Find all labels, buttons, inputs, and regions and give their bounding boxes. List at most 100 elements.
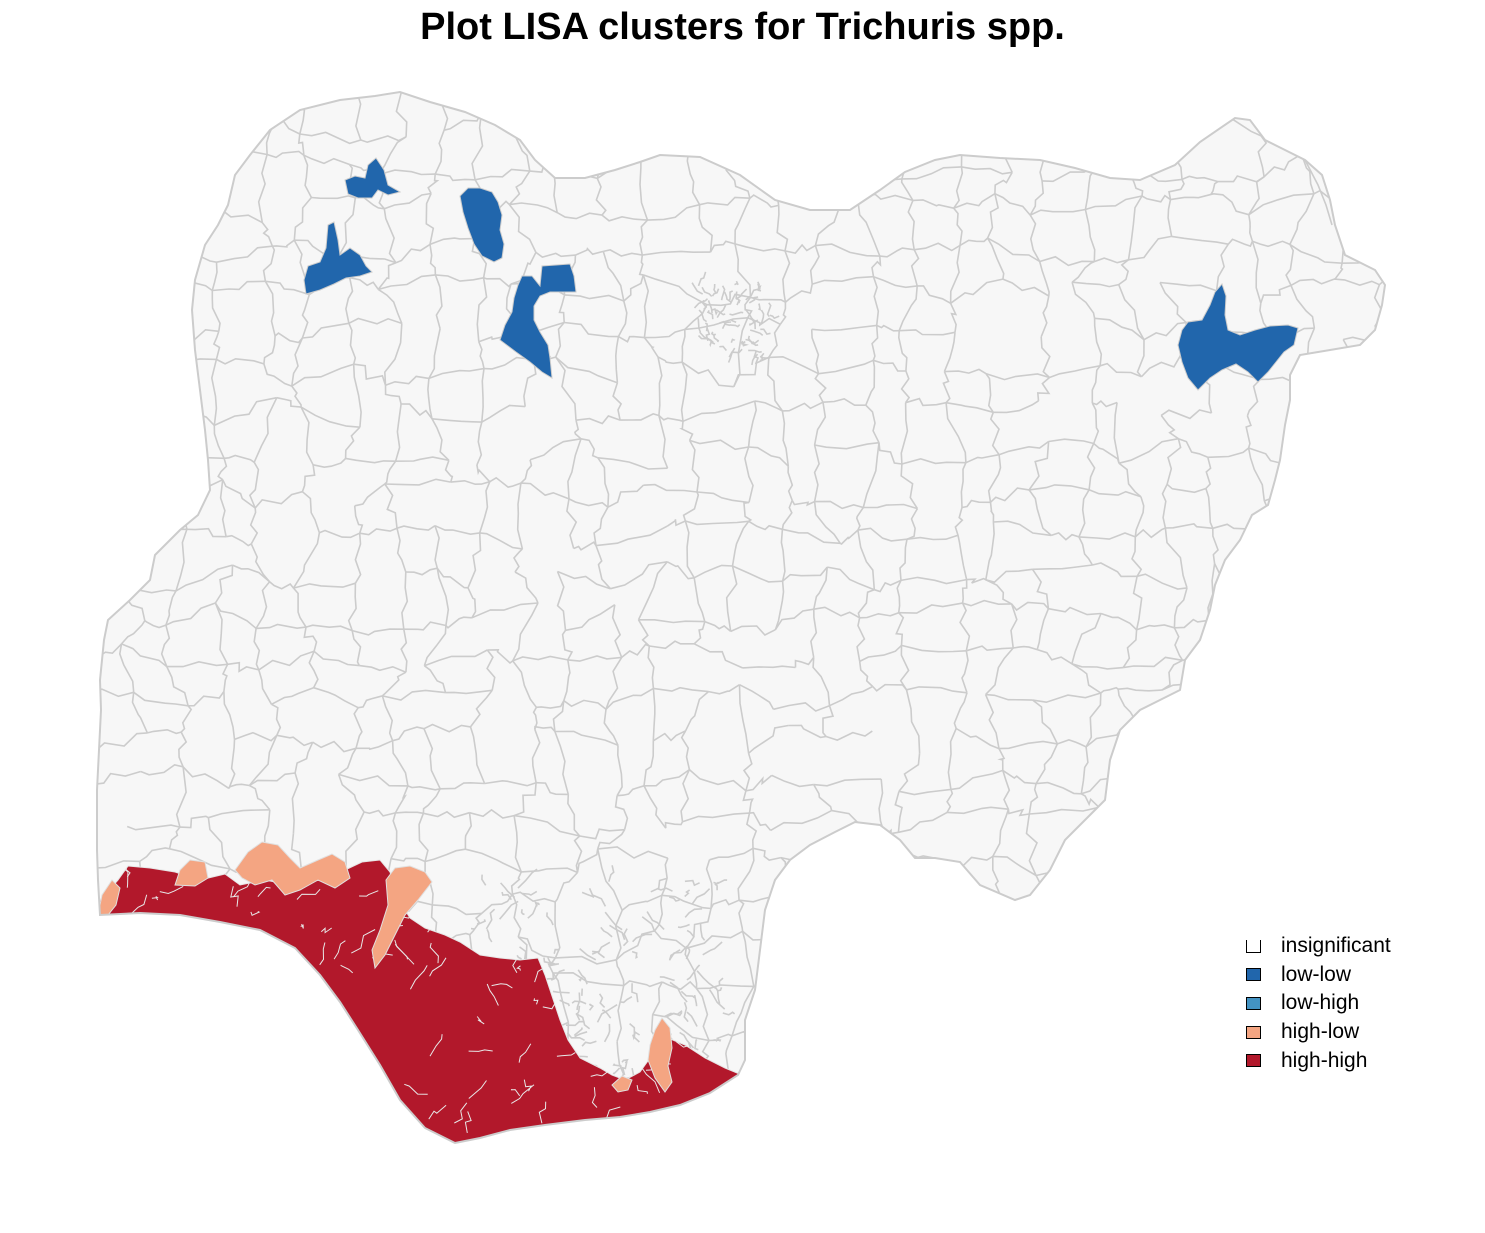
lga-boundary-line <box>916 947 947 961</box>
lga-boundary-line <box>1012 1060 1053 1079</box>
lga-boundary-line <box>573 420 582 440</box>
lga-boundary-line <box>1248 193 1314 216</box>
lga-boundary-line <box>684 317 748 331</box>
lga-boundary-line <box>721 321 732 330</box>
lga-boundary-line <box>513 92 580 100</box>
lga-boundary-line <box>564 321 619 338</box>
lga-boundary-line <box>947 728 957 790</box>
lga-boundary-line <box>1002 898 1059 919</box>
lga-boundary-line <box>1205 1072 1218 1115</box>
legend-swatch-high-low <box>1246 1025 1261 1039</box>
lga-boundary-line <box>985 568 1033 584</box>
lga-boundary-line <box>429 237 475 246</box>
lga-boundary-line <box>898 811 948 834</box>
lga-boundary-line <box>1259 899 1276 932</box>
high-high-boundary-line <box>130 949 148 960</box>
lga-boundary-line <box>555 356 577 421</box>
lga-boundary-line <box>1249 1113 1272 1143</box>
lga-boundary-line <box>760 328 771 335</box>
lga-boundary-line <box>871 857 884 894</box>
lga-boundary-line <box>753 350 760 365</box>
lga-boundary-line <box>1031 916 1059 952</box>
lga-boundary-line <box>863 1099 870 1143</box>
lga-boundary-line <box>1128 898 1140 955</box>
lga-boundary-line <box>818 359 874 375</box>
lga-boundary-line <box>121 643 168 668</box>
lga-boundary-line <box>949 1013 992 1027</box>
lga-boundary-line <box>1071 281 1096 319</box>
lga-boundary-line <box>121 92 133 137</box>
lga-boundary-line <box>1207 447 1250 459</box>
lga-boundary-line <box>595 525 668 547</box>
lga-boundary-line <box>1271 732 1303 746</box>
lga-boundary-line <box>354 533 362 584</box>
lga-boundary-line <box>603 1023 611 1043</box>
lga-boundary-line <box>206 971 215 1036</box>
lga-boundary-line <box>182 155 192 215</box>
lga-boundary-line <box>876 324 900 332</box>
lga-boundary-line <box>900 576 967 585</box>
lga-boundary-line <box>825 76 871 81</box>
high-high-boundary-line <box>641 1067 661 1093</box>
lga-boundary-line <box>1170 930 1214 945</box>
lga-boundary-line <box>684 879 700 887</box>
lga-boundary-line <box>666 561 695 580</box>
lga-boundary-line <box>178 731 188 768</box>
lga-boundary-line <box>349 276 379 290</box>
lga-boundary-line <box>481 893 514 915</box>
lga-boundary-line <box>734 1136 789 1143</box>
lga-boundary-line <box>1036 648 1073 665</box>
high-low-patch-4 <box>371 865 433 970</box>
high-high-boundary-line <box>409 965 428 990</box>
lga-boundary-line <box>313 650 360 667</box>
lga-boundary-line <box>168 826 181 849</box>
lga-boundary-line <box>97 275 133 283</box>
lga-boundary-line <box>556 122 561 163</box>
lga-boundary-line <box>103 1161 136 1166</box>
lga-boundary-line <box>566 498 578 549</box>
high-high-boundary-line <box>636 1085 648 1094</box>
lga-boundary-line <box>658 414 684 423</box>
lga-boundary-line <box>1038 261 1050 297</box>
lga-boundary-line <box>210 359 218 426</box>
lga-boundary-line <box>1094 257 1129 264</box>
lga-boundary-line <box>811 904 821 952</box>
lga-boundary-line <box>623 274 645 302</box>
lga-boundary-line <box>1304 816 1312 856</box>
lga-boundary-line <box>1205 457 1212 490</box>
lga-boundary-line <box>1052 1012 1100 1032</box>
lga-boundary-line <box>713 1039 722 1042</box>
lga-boundary-line <box>1078 489 1090 538</box>
lga-boundary-line <box>1121 111 1164 137</box>
lga-boundary-line <box>608 865 615 882</box>
lga-boundary-line <box>1071 613 1102 665</box>
lga-boundary-line <box>810 609 818 658</box>
lga-boundary-line <box>866 124 878 165</box>
lga-boundary-line <box>968 115 987 121</box>
lga-boundary-line <box>684 520 695 579</box>
high-high-boundary-line <box>491 983 513 989</box>
lga-boundary-line <box>612 382 623 421</box>
lga-boundary-line <box>225 937 275 955</box>
lga-boundary-line <box>206 96 215 119</box>
high-high-boundary-line <box>240 935 246 956</box>
lga-boundary-line <box>698 309 708 323</box>
lga-boundary-line <box>992 855 1037 877</box>
lga-boundary-line <box>1250 699 1305 711</box>
lga-boundary-line <box>742 123 772 142</box>
lga-boundary-line <box>652 688 656 741</box>
lga-boundary-line <box>211 952 227 973</box>
lga-boundary-line <box>734 243 786 252</box>
lga-boundary-line <box>469 689 493 728</box>
lga-boundary-line <box>1300 153 1315 195</box>
lga-boundary-line <box>742 665 796 669</box>
lga-boundary-line <box>865 1074 874 1101</box>
lga-boundary-line <box>1161 483 1168 529</box>
lga-boundary-line <box>556 211 603 220</box>
lga-boundary-line <box>130 1053 145 1118</box>
lga-boundary-line <box>1210 685 1252 711</box>
lga-boundary-line <box>812 951 841 1001</box>
lga-boundary-line <box>744 446 754 503</box>
lga-boundary-line <box>345 457 396 464</box>
lga-boundary-line <box>120 279 133 329</box>
